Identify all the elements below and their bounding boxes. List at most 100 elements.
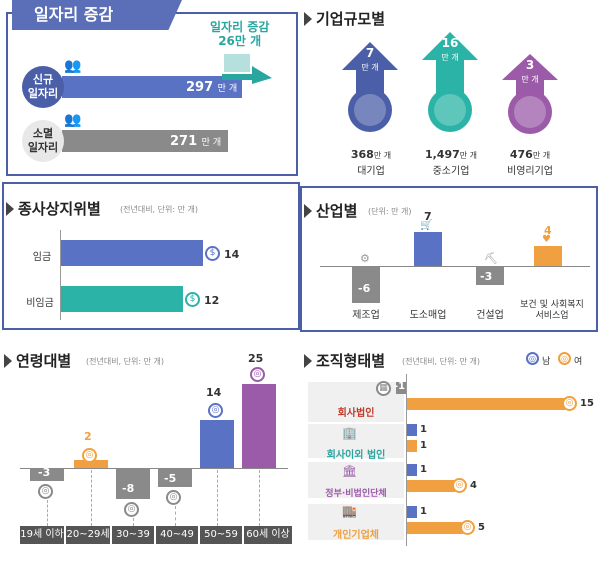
sme-arrow-icon: [422, 32, 478, 132]
org-bar-female-1: [407, 398, 565, 410]
coin-icon-40s: ◎: [166, 490, 181, 505]
gone-jobs-value: 271 만 개: [170, 134, 221, 149]
industry-label-construction: 건설업: [476, 310, 504, 321]
status-title-marker: [6, 202, 14, 216]
age-value-20s: 2: [84, 430, 92, 443]
org-label-bg-4: [308, 504, 404, 540]
large-num: 7: [365, 46, 375, 60]
age-bar-30s: [116, 469, 150, 499]
age-label-50s: 50~59세: [200, 526, 242, 558]
industry-value-health: 4: [544, 224, 552, 237]
large-total-num: 368: [350, 148, 374, 161]
coin-icon-female-3: ◎: [452, 478, 467, 493]
coin-icon-female-4: ◎: [460, 520, 475, 535]
coin-icon-50s: ◎: [208, 403, 223, 418]
org-label-4: 개인기업체: [333, 530, 379, 541]
sme-name: 중소기업: [432, 166, 470, 177]
nonprofit-arrow-icon: [502, 54, 558, 134]
org-bar-male-3: [407, 464, 417, 476]
female-legend-icon: ◎: [558, 352, 571, 365]
nonprofit-total-num: 476: [509, 148, 533, 161]
age-gridline-6: [259, 470, 260, 526]
industry-panel: 산업별 (단위: 만 개) ⚙ -6 제조업 🛒 7 도소매업 ⛏ -3 건설업…: [300, 186, 600, 334]
industry-bar-retail: [414, 232, 442, 266]
age-bar-19: [30, 469, 64, 481]
org-value-male-3: 1: [420, 464, 427, 475]
large-total-unit: 만 개: [373, 151, 392, 160]
coin-icon-female-1: ◎: [562, 396, 577, 411]
age-label-19: 19세 이하: [20, 526, 64, 544]
female-legend-label: 여: [574, 357, 583, 367]
org-label-1: 회사법인: [337, 408, 375, 419]
size-item-sme: 16 만 개: [420, 30, 480, 140]
org-label-3: 정부·비법인단체: [325, 489, 387, 499]
sme-total-unit: 만 개: [459, 151, 478, 160]
age-bar-60s: [242, 384, 276, 468]
new-jobs-bar: [62, 76, 242, 98]
industry-title-marker: [304, 204, 312, 218]
increase-arrow-icon: [222, 54, 272, 84]
size-panel: 기업규모별 7 만 개 368만 개 대기업 16 만 개 1,497만 개 중…: [300, 0, 600, 190]
sme-total: 1,497만 개: [414, 148, 488, 161]
crane-icon: ⛏: [484, 252, 498, 265]
divider-right-top: [303, 186, 598, 188]
new-jobs-badge: 신규 일자리: [22, 66, 64, 108]
industry-label-retail: 도소매업: [409, 310, 447, 321]
status-title: 종사상지위별: [18, 200, 101, 218]
gone-jobs-unit: 만 개: [201, 138, 222, 148]
increase-label: 일자리 증감 26만 개: [210, 20, 269, 48]
org-value-male-4: 1: [420, 506, 427, 517]
org-value-female-3: 4: [470, 480, 477, 491]
status-note: (전년대비, 단위: 만 개): [120, 205, 198, 214]
age-gridline-1: [47, 500, 48, 526]
heart-icon: ♥: [542, 234, 551, 245]
gear-icon: ⚙: [360, 252, 370, 265]
age-gridline-5: [217, 470, 218, 526]
org-value-female-2: 1: [420, 440, 427, 451]
status-panel: 종사상지위별 (전년대비, 단위: 만 개) 임금 $ 14 비임금 $ 12: [0, 182, 300, 332]
industry-value-retail: 7: [424, 210, 432, 223]
large-total: 368만 개: [336, 148, 406, 161]
industry-value-mfg: -6: [358, 282, 371, 295]
org-note: (전년대비, 단위: 만 개): [402, 357, 480, 366]
money-bag-icon-2: $: [185, 292, 200, 307]
status-frame: [2, 182, 300, 330]
industry-bar-construction: [476, 267, 504, 285]
large-arrow-icon: [342, 42, 398, 132]
coin-icon-60s: ◎: [250, 367, 265, 382]
gone-jobs-number: 271: [170, 134, 198, 149]
org-value-female-1: 15: [580, 398, 594, 409]
male-legend-icon: ◎: [526, 352, 539, 365]
industry-note: (단위: 만 개): [368, 207, 412, 216]
age-bar-40s: [158, 469, 192, 487]
org-label-bg-3: [308, 462, 404, 498]
new-jobs-number: 297: [186, 80, 214, 95]
nonprofit-total-unit: 만 개: [532, 151, 551, 160]
gone-jobs-bar: [62, 130, 228, 152]
status-label-wage: 임금: [32, 252, 52, 263]
nonprofit-num: 3: [525, 58, 535, 72]
org-bar-female-3: [407, 480, 455, 492]
cart-icon: 🛒: [420, 220, 433, 231]
new-jobs-unit: 만 개: [217, 84, 238, 94]
status-bar-wage: [61, 240, 203, 266]
age-baseline: [20, 468, 288, 469]
org-value-male-2: 1: [420, 424, 427, 435]
increase-label-line1: 일자리 증감: [210, 20, 270, 34]
coin-icon-30s: ◎: [124, 502, 139, 517]
size-item-nonprofit: 3 만 개: [500, 52, 560, 140]
building-icon-2: 🏢: [342, 426, 357, 440]
building-icon-4: 🏬: [342, 504, 357, 518]
status-bar-nonwage: [61, 286, 183, 312]
size-item-large: 7 만 개: [340, 40, 400, 140]
coin-icon-20s: ◎: [82, 448, 97, 463]
new-label-1: 신규: [32, 73, 54, 86]
building-icon-3: 🏛: [342, 464, 358, 478]
age-title: 연령대별: [16, 352, 72, 370]
age-gridline-3: [133, 518, 134, 526]
org-bar-female-2: [407, 440, 417, 452]
industry-bar-health: [534, 246, 562, 266]
age-label-20s: 20~29세: [66, 526, 110, 544]
industry-title: 산업별: [316, 202, 358, 220]
age-bar-50s: [200, 420, 234, 468]
